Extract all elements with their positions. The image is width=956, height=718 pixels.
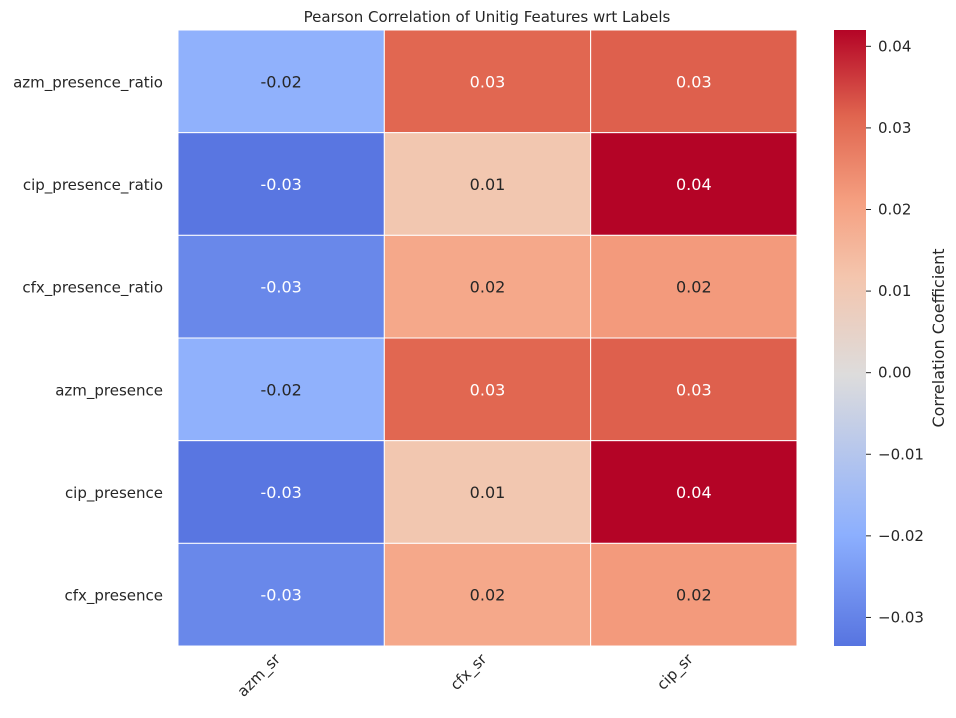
heatmap-cell	[177, 337, 385, 442]
heatmap-cell	[383, 542, 592, 647]
row-label: azm_presence	[55, 381, 163, 400]
cell-value-label: 0.02	[470, 278, 506, 297]
cell-value-label: -0.03	[260, 278, 301, 297]
cell-value-label: 0.01	[470, 483, 506, 502]
column-label: azm_sr	[234, 650, 286, 702]
colorbar-tick-label: 0.03	[878, 119, 911, 137]
heatmap-cell	[383, 29, 592, 134]
colorbar	[834, 30, 866, 646]
heatmap-cell	[383, 234, 592, 339]
colorbar-tick-label: 0.01	[878, 282, 911, 300]
row-label: cip_presence	[65, 484, 163, 503]
heatmap-cell	[177, 29, 385, 134]
cell-value-label: -0.02	[260, 380, 301, 399]
cell-value-label: 0.01	[470, 175, 506, 194]
cell-value-label: -0.03	[260, 586, 301, 605]
colorbar-tick-label: 0.02	[878, 200, 911, 218]
cell-value-label: 0.03	[676, 380, 712, 399]
heatmap-cell	[590, 337, 798, 442]
heatmap-cell	[590, 29, 798, 134]
cell-value-label: 0.04	[676, 483, 712, 502]
row-labels: azm_presence_ratio cip_presence_ratio cfx_…	[13, 73, 163, 605]
colorbar-tick-label: −0.02	[878, 527, 924, 545]
cell-value-label: 0.03	[470, 380, 506, 399]
row-label: cfx_presence	[64, 587, 163, 606]
row-label: cfx_presence_ratio	[22, 279, 163, 298]
heatmap-cell	[590, 440, 798, 544]
cell-value-label: -0.02	[260, 72, 301, 91]
colorbar-label: Correlation Coefficient	[929, 248, 948, 427]
column-label: cip_sr	[653, 650, 698, 695]
colorbar-tick-label: 0.04	[878, 37, 911, 55]
heatmap-cell	[177, 132, 385, 236]
colorbar-tick-label: −0.03	[878, 608, 924, 626]
cell-value-label: 0.04	[676, 175, 712, 194]
column-label: cfx_sr	[447, 650, 492, 695]
colorbar-tick-label: 0.00	[878, 364, 911, 382]
colorbar-ticks: 0.04 0.03 0.02 0.01 0.00 −0.01 −0.02 −0.03	[866, 37, 924, 626]
heatmap-cell	[177, 542, 385, 647]
cell-value-label: 0.03	[470, 72, 506, 91]
heatmap-cell	[590, 542, 798, 647]
row-label: azm_presence_ratio	[13, 73, 163, 92]
heatmap-cell	[383, 440, 592, 544]
row-label: cip_presence_ratio	[23, 176, 163, 195]
cell-value-label: 0.03	[676, 72, 712, 91]
heatmap-cell	[177, 440, 385, 544]
colorbar-tick-label: −0.01	[878, 445, 924, 463]
cell-value-label: 0.02	[470, 586, 506, 605]
cell-value-label: -0.03	[260, 175, 301, 194]
cell-value-label: 0.02	[676, 278, 712, 297]
chart-title: Pearson Correlation of Unitig Features w…	[304, 8, 671, 26]
column-labels: azm_sr cfx_sr cip_sr	[234, 650, 698, 702]
heatmap-cell	[590, 132, 798, 236]
heatmap-cells: -0.02 0.03 0.03 -0.03 0.01 0.04 -0.03 0.02 0.02 -…	[177, 29, 798, 647]
heatmap-cell	[383, 132, 592, 236]
cell-value-label: 0.02	[676, 586, 712, 605]
cell-value-label: -0.03	[260, 483, 301, 502]
